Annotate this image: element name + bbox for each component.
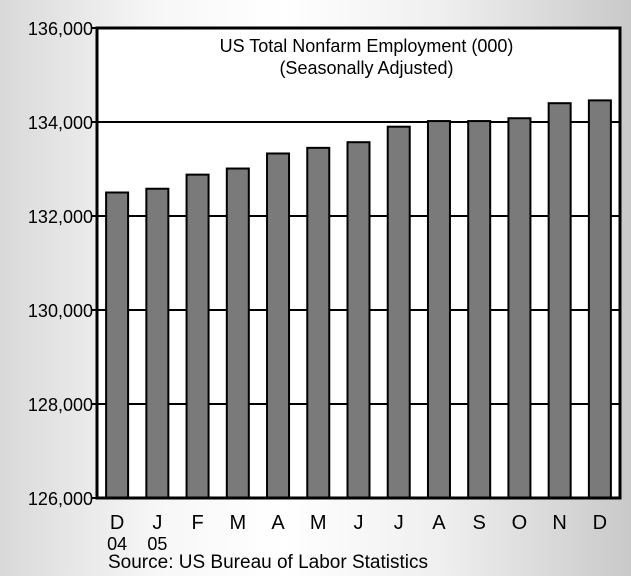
x-tick-label: M — [310, 512, 327, 534]
bar — [426, 120, 451, 499]
y-tick-label: 126,000 — [28, 489, 93, 509]
x-tick-label: S — [473, 512, 486, 534]
bar — [185, 173, 210, 499]
x-tick-label: F — [191, 512, 203, 534]
bar — [386, 125, 411, 499]
y-tick-label: 136,000 — [28, 19, 93, 39]
bar — [105, 191, 130, 499]
chart-title: US Total Nonfarm Employment (000) — [220, 36, 514, 56]
y-tick-label: 130,000 — [28, 301, 93, 321]
bar — [467, 120, 492, 499]
bar — [346, 141, 371, 500]
x-tick-label: N — [552, 512, 566, 534]
bar — [225, 167, 250, 499]
x-tick-label: J — [354, 512, 364, 534]
x-tick-label: M — [229, 512, 246, 534]
x-tick-sublabel: 04 — [107, 534, 127, 554]
bar — [266, 152, 291, 500]
x-tick-label: D — [593, 512, 607, 534]
chart-subtitle: (Seasonally Adjusted) — [279, 58, 453, 78]
x-tick-label: J — [152, 512, 162, 534]
x-tick-label: A — [271, 512, 285, 534]
bar — [145, 187, 170, 500]
bar — [507, 117, 532, 500]
x-tick-sublabel: 05 — [147, 534, 167, 554]
plot-frame — [95, 26, 622, 500]
bar — [587, 99, 612, 499]
x-tick-label: O — [512, 512, 528, 534]
bar — [547, 102, 572, 499]
x-tick-label: D — [110, 512, 124, 534]
y-tick-label: 128,000 — [28, 395, 93, 415]
y-tick-label: 134,000 — [28, 113, 93, 133]
x-tick-label: J — [394, 512, 404, 534]
y-tick-label: 132,000 — [28, 207, 93, 227]
source-note: Source: US Bureau of Labor Statistics — [108, 552, 428, 571]
bar — [306, 146, 331, 499]
x-tick-label: A — [432, 512, 446, 534]
